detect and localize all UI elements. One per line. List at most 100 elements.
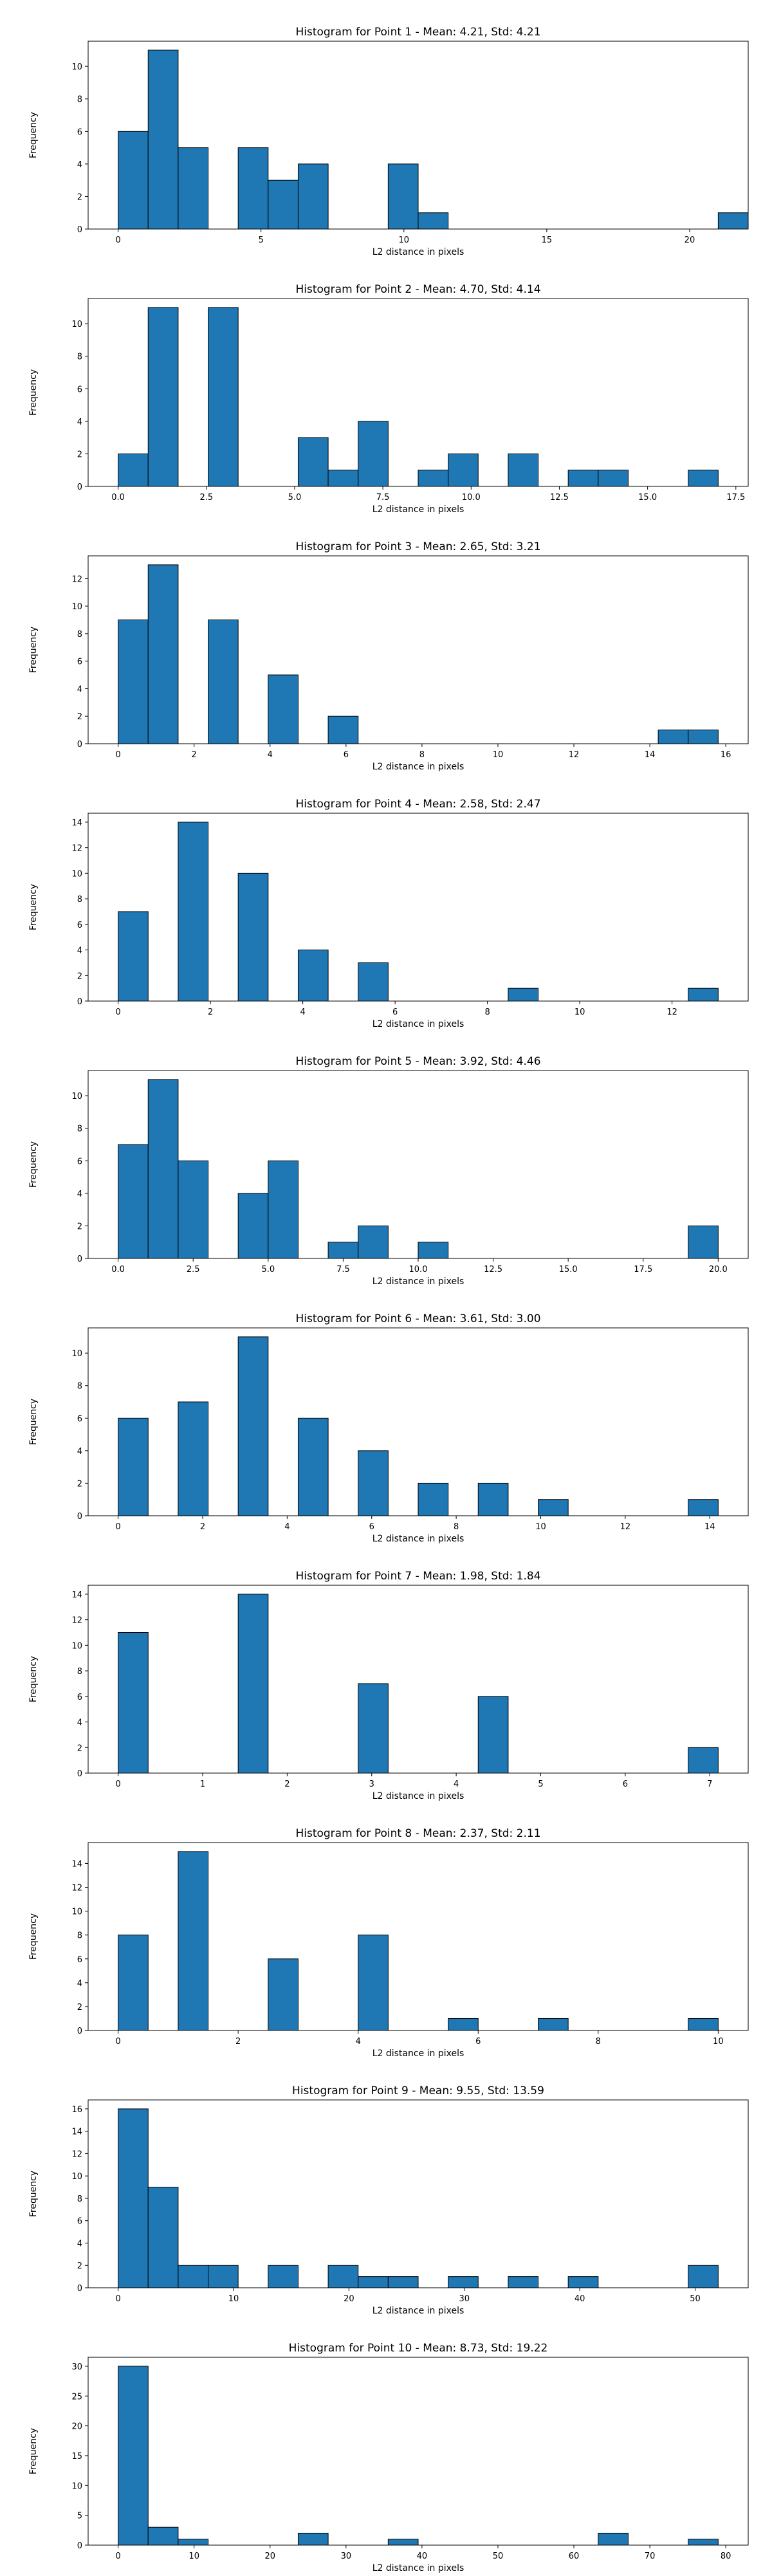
- y-axis-label: Frequency: [28, 1656, 39, 1702]
- y-tick-label: 8: [77, 95, 82, 105]
- histogram-bar: [508, 453, 539, 487]
- y-tick-label: 10: [71, 1349, 82, 1359]
- x-tick-label: 1: [200, 1780, 205, 1789]
- y-tick-label: 0: [77, 2541, 82, 2551]
- axes-frame: [87, 813, 749, 1002]
- x-tick-label: 30: [459, 2294, 470, 2304]
- chart-title: Histogram for Point 10 - Mean: 8.73, Std…: [289, 2342, 548, 2355]
- y-axis-label: Frequency: [28, 627, 39, 673]
- x-tick-label: 0: [115, 750, 120, 760]
- x-tick-label: 3: [369, 1780, 374, 1789]
- histogram-bar: [717, 212, 749, 230]
- y-tick-label: 4: [77, 160, 82, 170]
- histogram-bar: [358, 2276, 389, 2288]
- x-tick-label: 12: [666, 1007, 677, 1017]
- y-tick-label: 10: [71, 62, 82, 72]
- x-tick-label: 6: [623, 1780, 628, 1789]
- x-tick-label: 4: [356, 2037, 361, 2047]
- histogram-bar: [118, 1632, 149, 1774]
- histogram-bar: [147, 564, 179, 744]
- histogram-bar: [178, 2539, 209, 2546]
- y-tick-label: 2: [77, 192, 82, 202]
- x-tick-label: 17.5: [634, 1265, 652, 1274]
- histogram-bar: [178, 1401, 209, 1516]
- y-tick-label: 6: [77, 127, 82, 137]
- y-tick-label: 8: [77, 630, 82, 639]
- histogram-bar: [418, 212, 449, 230]
- x-axis-label: L2 distance in pixels: [372, 2563, 464, 2573]
- histogram-bar: [538, 2018, 569, 2031]
- x-tick-label: 10: [574, 1007, 585, 1017]
- x-axis-label: L2 distance in pixels: [372, 1534, 464, 1544]
- histogram-bar: [147, 2526, 179, 2546]
- axes-frame: [87, 2099, 749, 2288]
- axes-frame: [87, 1327, 749, 1516]
- x-tick-label: 70: [645, 2552, 656, 2561]
- y-tick-label: 10: [71, 320, 82, 329]
- x-tick-label: 0: [115, 2294, 120, 2304]
- x-tick-label: 10: [188, 2552, 199, 2561]
- y-tick-label: 14: [71, 818, 82, 828]
- histogram-bar: [688, 2539, 719, 2546]
- histogram-bar: [237, 147, 269, 230]
- y-tick-label: 14: [71, 1859, 82, 1869]
- x-tick-label: 2.5: [187, 1265, 200, 1274]
- x-axis-label: L2 distance in pixels: [372, 2048, 464, 2059]
- histogram-bar: [688, 1225, 719, 1259]
- histogram-bar: [147, 50, 179, 230]
- histogram-panel-5: Histogram for Point 5 - Mean: 3.92, Std:…: [28, 1055, 749, 1287]
- histogram-bar: [297, 437, 329, 487]
- histogram-bar: [118, 1417, 149, 1516]
- histogram-bar: [327, 470, 359, 487]
- x-axis-label: L2 distance in pixels: [372, 1019, 464, 1029]
- histogram-bar: [208, 619, 239, 744]
- histogram-bar: [387, 2276, 419, 2288]
- histogram-bar: [118, 2108, 149, 2288]
- x-axis-label: L2 distance in pixels: [372, 247, 464, 257]
- histogram-bar: [448, 2276, 479, 2288]
- x-tick-label: 10: [493, 750, 504, 760]
- histogram-bar: [118, 619, 149, 744]
- y-tick-label: 12: [71, 2149, 82, 2159]
- y-tick-label: 8: [77, 2194, 82, 2204]
- y-tick-label: 6: [77, 1955, 82, 1965]
- histogram-bar: [358, 1450, 389, 1516]
- y-tick-label: 4: [77, 2239, 82, 2249]
- y-tick-label: 8: [77, 1931, 82, 1941]
- x-tick-label: 2: [235, 2037, 241, 2047]
- histogram-bar: [237, 872, 269, 1002]
- histogram-bar: [448, 453, 479, 487]
- x-tick-label: 2: [208, 1007, 213, 1017]
- x-tick-label: 2: [192, 750, 197, 760]
- histogram-bar: [327, 1242, 359, 1259]
- histogram-bar: [358, 421, 389, 487]
- y-tick-label: 4: [77, 1447, 82, 1457]
- histogram-bar: [538, 1499, 569, 1516]
- y-tick-label: 6: [77, 1414, 82, 1424]
- x-tick-label: 20: [685, 235, 695, 245]
- x-tick-label: 6: [475, 2037, 481, 2047]
- axes-frame: [87, 298, 749, 487]
- x-tick-label: 5.0: [261, 1265, 275, 1274]
- y-tick-label: 6: [77, 2217, 82, 2227]
- x-tick-label: 5.0: [288, 493, 302, 502]
- x-tick-label: 15.0: [638, 493, 657, 502]
- x-tick-label: 0.0: [111, 1265, 125, 1274]
- y-tick-label: 10: [71, 2172, 82, 2182]
- x-tick-label: 50: [690, 2294, 701, 2304]
- y-tick-label: 2: [77, 450, 82, 459]
- y-tick-label: 14: [71, 1590, 82, 1600]
- histogram-bar: [268, 1958, 299, 2031]
- x-tick-label: 0: [115, 1780, 120, 1789]
- y-tick-label: 2: [77, 971, 82, 981]
- chart-title: Histogram for Point 9 - Mean: 9.55, Std:…: [292, 2084, 544, 2097]
- histogram-panel-2: Histogram for Point 2 - Mean: 4.70, Std:…: [28, 283, 749, 515]
- chart-title: Histogram for Point 3 - Mean: 2.65, Std:…: [295, 540, 540, 553]
- histogram-bar: [358, 1683, 389, 1774]
- histogram-bar: [418, 470, 449, 487]
- histogram-bar: [147, 2187, 179, 2288]
- histogram-bar: [387, 163, 419, 230]
- chart-title: Histogram for Point 8 - Mean: 2.37, Std:…: [295, 1827, 540, 1840]
- y-tick-label: 20: [71, 2422, 82, 2432]
